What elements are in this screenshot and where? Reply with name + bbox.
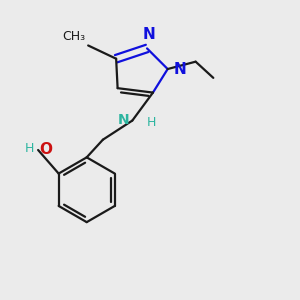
Text: N: N [174,62,186,77]
Text: N: N [142,27,155,42]
Text: H: H [25,142,34,155]
Text: N: N [118,113,129,127]
Text: CH₃: CH₃ [62,30,85,43]
Text: O: O [40,142,52,157]
Text: H: H [146,116,156,129]
